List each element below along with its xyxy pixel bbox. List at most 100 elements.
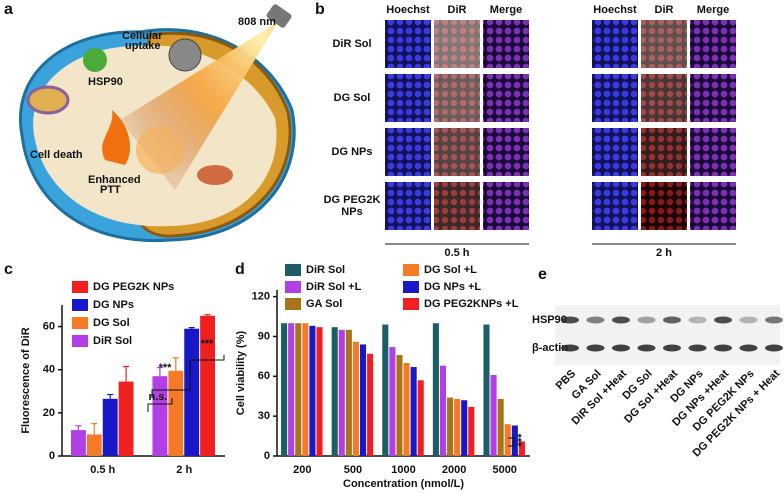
legend-swatch [72,317,88,329]
bar [316,327,323,456]
nucleus-icon [26,85,70,115]
micrograph [641,20,687,68]
blot-band [561,316,579,324]
bar [389,347,396,456]
legend-swatch [72,335,88,347]
column-label: Merge [697,4,729,16]
panel-letter: a [4,1,13,18]
legend-label: DG Sol +L [424,264,477,276]
legend-swatch [285,281,301,293]
column-label: Merge [490,4,522,16]
mitochondria-icon [197,165,233,185]
bar [511,425,518,456]
micrograph [690,20,736,68]
micrograph [690,128,736,176]
ptt-label: Enhanced [88,174,141,186]
laser-label: 808 nm [238,16,276,28]
y-tick-label: 60 [258,370,270,382]
micrograph [483,74,529,122]
column-label: Hoechst [593,4,637,16]
bar [403,363,410,456]
time-label: 0.5 h [444,247,469,259]
legend-label: DiR Sol [306,264,345,276]
y-tick-label: 0 [49,450,55,462]
panel-letter: c [4,261,13,278]
bar [86,434,102,456]
column-label: DiR [448,4,467,16]
blot-band [612,344,630,352]
bar [352,341,359,456]
error-bar [75,425,82,431]
x-axis-label: Concentration (nmol/L) [343,478,464,490]
micrograph [385,74,431,122]
error-bar [156,366,163,377]
bar [102,398,118,456]
bar [309,325,316,456]
bar [410,367,417,456]
bar [483,324,490,456]
x-tick-label: 0.5 h [90,464,115,476]
blot-band [637,344,656,352]
micrograph [641,128,687,176]
ptt-label: PTT [100,184,121,196]
legend-label: DG NPs [93,299,134,311]
legend-swatch [403,298,419,310]
x-tick-label: 5000 [492,464,516,476]
y-tick-label: 60 [43,320,55,332]
bar [288,323,295,456]
micrograph [483,182,529,230]
bar [447,397,454,456]
blot-band [714,316,732,324]
blot-band [637,316,656,324]
bar [382,324,389,456]
micrograph [434,20,480,68]
micrograph [592,20,638,68]
annotation: *** [516,433,528,447]
uptake-label: Cellular [122,30,163,42]
micrograph [385,20,431,68]
y-axis-label: Fluorescence of DiR [20,327,32,433]
bar [200,315,216,456]
y-tick-label: 120 [252,291,270,303]
legend-swatch [285,298,301,310]
nanoparticle [168,38,202,72]
x-tick-label: 500 [344,464,362,476]
significance-bracket [508,437,515,447]
error-bar [204,314,211,316]
annotation: *** [159,362,173,374]
bar [396,355,403,456]
bar [118,381,134,456]
bar [432,323,439,456]
bar [454,398,461,456]
bar [70,430,86,456]
annotation: n.s. [149,391,168,403]
blot-band [586,316,605,324]
bar [345,329,352,456]
row-label: DG PEG2K [324,194,381,206]
bar [338,329,345,456]
bar [497,398,504,456]
y-tick-label: 90 [258,330,270,342]
bar [504,424,511,456]
legend-swatch [285,264,301,276]
blot-band [663,344,681,352]
legend-swatch [72,281,88,293]
legend-label: DiR Sol +L [306,281,362,293]
bar [461,400,468,456]
error-bar [123,365,130,382]
row-label: DG Sol [334,92,371,104]
column-label: Hoechst [386,4,430,16]
micrograph [641,74,687,122]
blot-band [688,316,707,324]
protein-label: β-actin [532,342,568,354]
y-axis-label: Cell viability (%) [235,330,247,415]
x-tick-label: 1000 [391,464,415,476]
blot-membrane [555,305,780,365]
death-label: Cell death [30,149,83,161]
bar [518,441,525,456]
micrograph [483,20,529,68]
micrograph [592,182,638,230]
micrograph [641,182,687,230]
blot-band [612,316,630,324]
blot-band [739,344,758,352]
